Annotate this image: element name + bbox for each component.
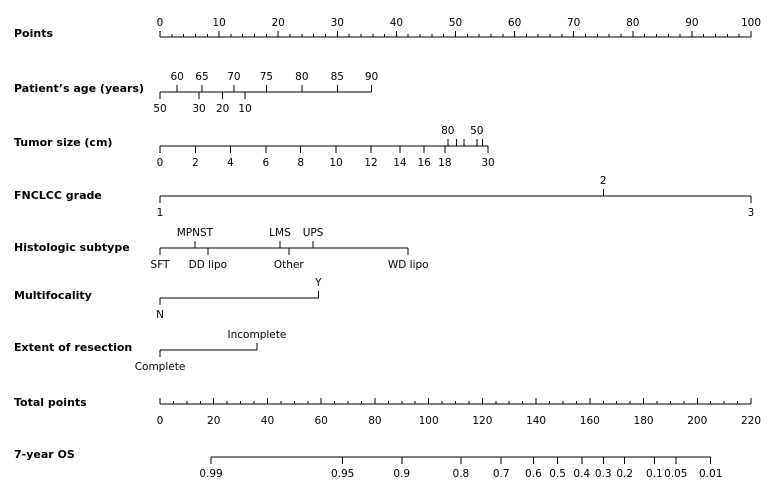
tick-label: 0 <box>157 17 164 29</box>
tick-label: SFT <box>151 259 171 271</box>
tick-label: MPNST <box>177 227 214 239</box>
row-label: Total points <box>14 396 87 409</box>
tick-label: 50 <box>449 17 462 29</box>
tick-label: Incomplete <box>228 329 287 341</box>
tick-label: WD lipo <box>388 259 429 271</box>
tick-label: 75 <box>260 71 273 83</box>
tick-label: Complete <box>135 361 186 373</box>
tick-label: DD lipo <box>189 259 227 271</box>
tick-label: 100 <box>741 17 761 29</box>
tick-label: 70 <box>227 71 240 83</box>
tick-label: 40 <box>261 415 274 427</box>
tick-label: 85 <box>331 71 344 83</box>
tick-label: Y <box>314 277 322 289</box>
tick-label: 0.8 <box>453 468 470 480</box>
row-label: 7-year OS <box>14 448 75 461</box>
tick-label: 1 <box>157 207 164 219</box>
row-label: Patient’s age (years) <box>14 82 144 95</box>
tick-label: 0.3 <box>595 468 612 480</box>
tick-label: 140 <box>526 415 546 427</box>
tick-label: 90 <box>685 17 698 29</box>
tick-label: 220 <box>741 415 761 427</box>
tick-label: 0.1 <box>646 468 663 480</box>
tick-label: 200 <box>687 415 707 427</box>
tick-label: 0 <box>157 415 164 427</box>
row-label: Extent of resection <box>14 341 132 354</box>
tick-label: 14 <box>393 157 407 169</box>
tick-label: 60 <box>508 17 521 29</box>
tick-label: 30 <box>481 157 494 169</box>
tick-label: 12 <box>364 157 377 169</box>
tick-label: 0.4 <box>573 468 590 480</box>
tick-label: 20 <box>216 103 229 115</box>
tick-label: 10 <box>238 103 251 115</box>
tick-label: 10 <box>212 17 225 29</box>
tick-label: 0.05 <box>664 468 687 480</box>
row-label: Points <box>14 27 53 40</box>
tick-label: 16 <box>417 157 431 169</box>
tick-label: 3 <box>748 207 755 219</box>
tick-label: 0.01 <box>699 468 722 480</box>
row-label: FNCLCC grade <box>14 189 102 202</box>
tick-label: 60 <box>170 71 183 83</box>
tick-label: 120 <box>472 415 492 427</box>
tick-label: N <box>156 309 164 321</box>
tick-label: 30 <box>331 17 344 29</box>
tick-label: 80 <box>441 125 454 137</box>
tick-label: 40 <box>390 17 403 29</box>
tick-label: 50 <box>470 125 483 137</box>
tick-label: 0.7 <box>493 468 510 480</box>
tick-label: 2 <box>192 157 199 169</box>
tick-label: 0.6 <box>525 468 542 480</box>
tick-label: 0.95 <box>331 468 354 480</box>
tick-label: UPS <box>303 227 324 239</box>
tick-label: 80 <box>295 71 308 83</box>
tick-label: 50 <box>153 103 166 115</box>
tick-label: 10 <box>329 157 342 169</box>
tick-label: 4 <box>227 157 234 169</box>
tick-label: 65 <box>195 71 208 83</box>
tick-label: 2 <box>600 175 607 187</box>
tick-label: Other <box>274 259 304 271</box>
row-label: Multifocality <box>14 289 92 302</box>
tick-label: 180 <box>634 415 654 427</box>
tick-label: 0.99 <box>199 468 222 480</box>
tick-label: 0.2 <box>616 468 633 480</box>
tick-label: 6 <box>262 157 269 169</box>
tick-label: 20 <box>207 415 220 427</box>
tick-label: 8 <box>297 157 304 169</box>
tick-label: 90 <box>365 71 378 83</box>
tick-label: 160 <box>580 415 600 427</box>
tick-label: 100 <box>419 415 439 427</box>
tick-label: 0.9 <box>393 468 410 480</box>
row-label: Tumor size (cm) <box>14 136 112 149</box>
tick-label: 70 <box>567 17 580 29</box>
tick-label: 60 <box>314 415 327 427</box>
tick-label: 18 <box>438 157 451 169</box>
tick-label: 30 <box>192 103 205 115</box>
tick-label: 20 <box>272 17 285 29</box>
row-label: Histologic subtype <box>14 241 130 254</box>
tick-label: 0.5 <box>549 468 566 480</box>
tick-label: 0 <box>157 157 164 169</box>
tick-label: 80 <box>626 17 639 29</box>
tick-label: 80 <box>368 415 381 427</box>
tick-label: LMS <box>269 227 291 239</box>
